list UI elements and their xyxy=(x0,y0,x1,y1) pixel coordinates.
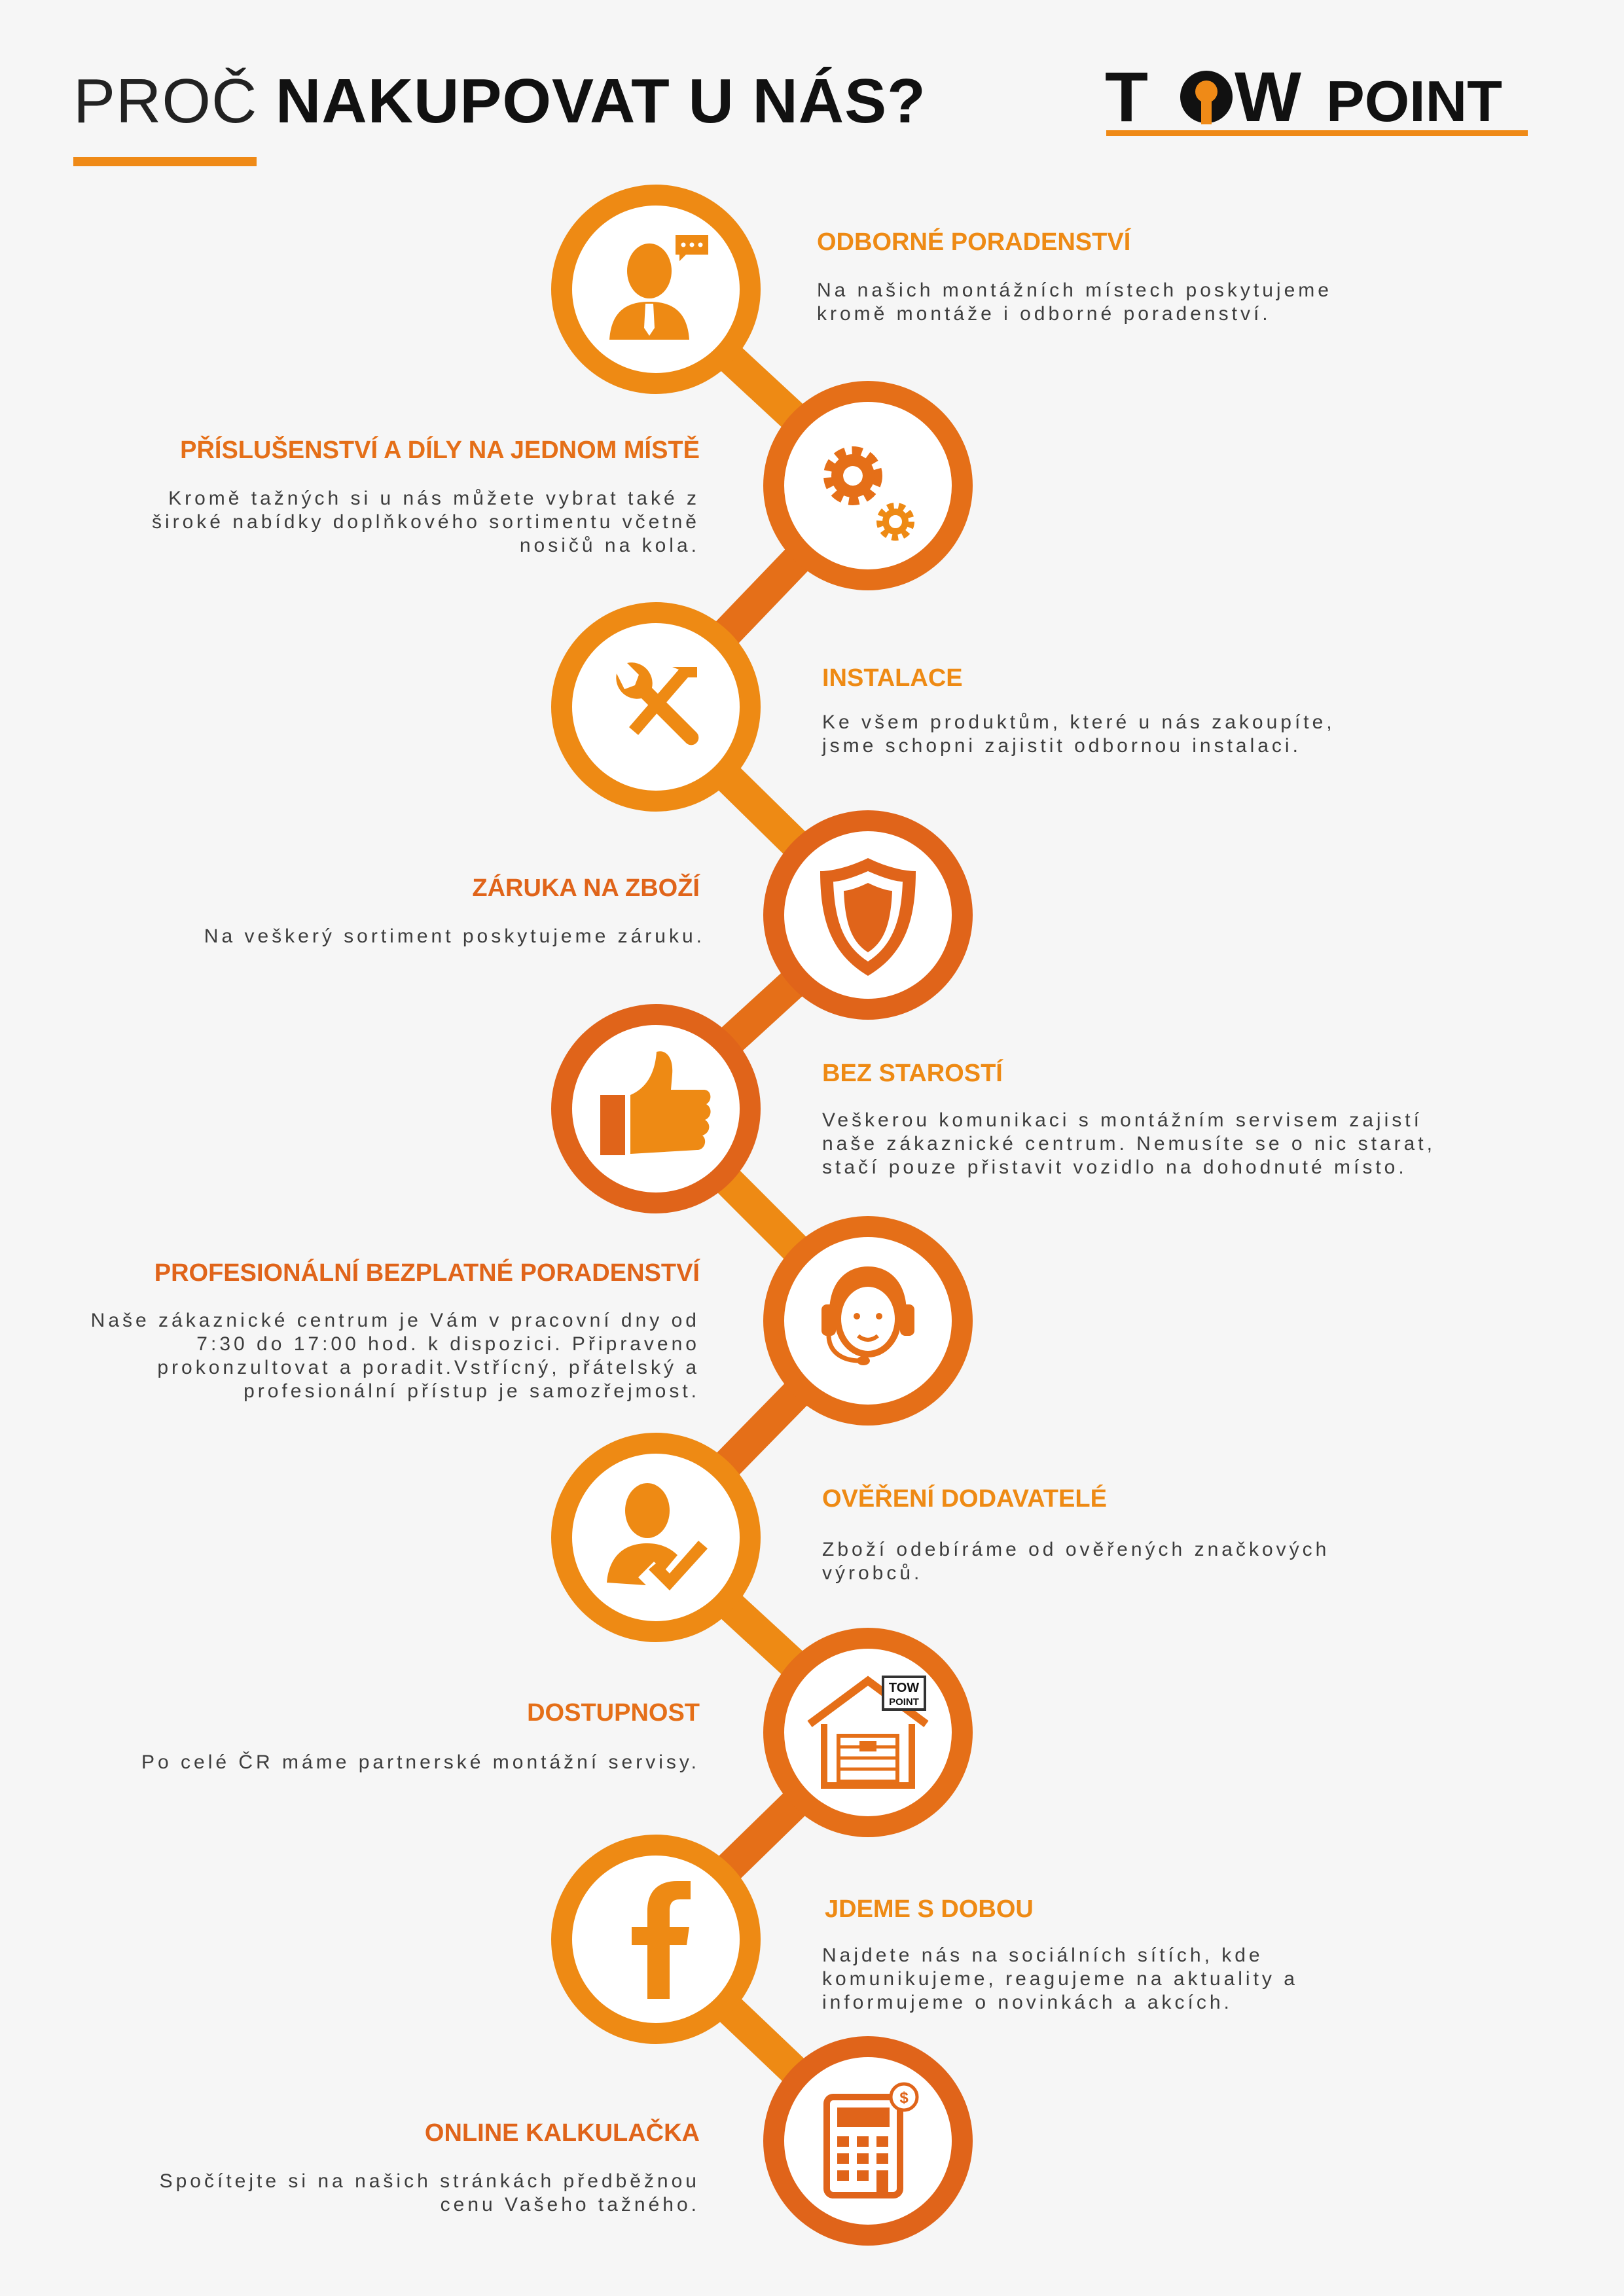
gears-icon xyxy=(823,446,914,541)
title-underline xyxy=(73,157,257,166)
step-2-desc: Kromě tažných si u nás můžete vybrat tak… xyxy=(151,488,700,556)
step-8-desc: Po celé ČR máme partnerské montážní serv… xyxy=(141,1751,700,1773)
step-6-bubble xyxy=(763,1216,973,1426)
garage-sign-line2: POINT xyxy=(889,1696,919,1708)
towpoint-logo: T W POINT xyxy=(1105,62,1528,136)
step-7-title: OVĚŘENÍ DODAVATELÉ xyxy=(822,1485,1107,1513)
garage-icon: TOW POINT xyxy=(807,1676,929,1789)
step-4-bubble xyxy=(763,810,973,1020)
page-title: PROČ NAKUPOVAT U NÁS? xyxy=(73,62,926,141)
logo-w: W xyxy=(1235,62,1301,136)
step-3-desc: Ke všem produktům, které u nás zakoupíte… xyxy=(822,711,1335,757)
step-9-title: JDEME S DOBOU xyxy=(825,1895,1034,1923)
step-4-desc: Na veškerý sortiment poskytujeme záruku. xyxy=(204,925,705,947)
step-9-bubble xyxy=(551,1835,761,2044)
thumbs-up-icon xyxy=(600,1051,711,1155)
step-7-bubble xyxy=(551,1433,761,1642)
garage-sign-line1: TOW xyxy=(889,1681,919,1695)
step-1-desc: Na našich montážních místech poskytujeme… xyxy=(817,279,1332,325)
step-8-title: DOSTUPNOST xyxy=(527,1699,700,1727)
step-3-bubble xyxy=(551,602,761,812)
step-1-bubble xyxy=(551,185,761,394)
logo-t: T xyxy=(1105,62,1148,136)
step-6-title: PROFESIONÁLNÍ BEZPLATNÉ PORADENSTVÍ xyxy=(154,1259,700,1287)
logo-point: POINT xyxy=(1326,69,1502,134)
step-5-desc: Veškerou komunikaci s montážním servisem… xyxy=(822,1109,1435,1178)
step-8-bubble: TOW POINT xyxy=(763,1628,973,1837)
step-2-title: PŘÍSLUŠENSTVÍ A DÍLY NA JEDNOM MÍSTĚ xyxy=(180,437,700,464)
step-5-title: BEZ STAROSTÍ xyxy=(822,1060,1003,1087)
step-5-bubble xyxy=(551,1004,761,1213)
step-10-bubble: $ xyxy=(763,2036,973,2246)
step-4-title: ZÁRUKA NA ZBOŽÍ xyxy=(472,874,700,902)
tools-icon xyxy=(616,662,699,745)
step-10-desc: Spočítejte si na našich stránkách předbě… xyxy=(159,2170,700,2215)
headset-icon xyxy=(821,1266,914,1365)
consultant-icon xyxy=(609,235,708,340)
step-7-desc: Zboží odebíráme od ověřených značkových … xyxy=(822,1539,1330,1584)
step-6-desc: Naše zákaznické centrum je Vám v pracovn… xyxy=(90,1310,700,1402)
step-10-title: ONLINE KALKULAČKA xyxy=(424,2119,700,2147)
step-3-title: INSTALACE xyxy=(822,664,963,692)
logo-o-icon xyxy=(1180,71,1233,124)
calculator-icon: $ xyxy=(823,2082,919,2198)
title-light: PROČ xyxy=(73,66,258,136)
step-2-bubble xyxy=(763,381,973,590)
step-1-title: ODBORNÉ PORADENSTVÍ xyxy=(817,228,1131,256)
shield-icon xyxy=(820,858,916,976)
svg-text:$: $ xyxy=(899,2089,909,2107)
title-bold: NAKUPOVAT U NÁS? xyxy=(276,66,926,136)
verified-user-icon xyxy=(607,1483,708,1590)
facebook-icon xyxy=(632,1881,691,1999)
step-9-desc: Najdete nás na sociálních sítích, kde ko… xyxy=(822,1945,1298,2013)
